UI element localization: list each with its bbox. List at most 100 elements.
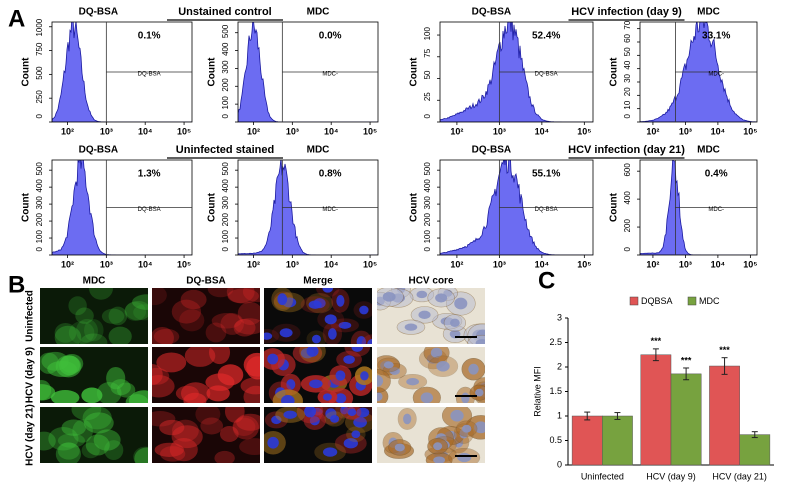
nucleus	[377, 375, 384, 387]
nucleus	[418, 310, 431, 320]
histogram	[52, 22, 192, 122]
error-bar	[652, 348, 659, 362]
cell	[171, 425, 203, 449]
nucleus	[322, 288, 334, 293]
row-label: Uninfected	[25, 290, 36, 342]
panel-label: C	[538, 267, 555, 294]
nucleus	[323, 393, 332, 401]
y-tick-label: 0	[35, 246, 44, 251]
y-tick-label: 25	[423, 92, 432, 101]
cell	[152, 375, 175, 398]
y-axis-label: Relative MFI	[532, 366, 542, 417]
nucleus	[475, 388, 484, 397]
y-tick-label: 3	[557, 312, 562, 322]
micrograph	[264, 288, 372, 344]
x-tick-label: 10²	[646, 126, 659, 136]
cell	[54, 322, 77, 343]
nucleus	[360, 371, 369, 381]
micrograph	[377, 288, 485, 344]
cell	[207, 288, 234, 298]
bar	[640, 354, 672, 466]
y-axis-label: Count	[609, 57, 620, 87]
x-tick-label: HCV (day 21)	[712, 471, 767, 481]
cell	[55, 355, 82, 378]
cell	[124, 302, 147, 321]
cell	[239, 438, 260, 456]
cell	[171, 299, 202, 324]
cell	[232, 417, 256, 436]
cell	[152, 326, 174, 344]
cell	[240, 377, 260, 395]
column-header: DQ-BSA	[186, 276, 225, 287]
nucleus	[454, 297, 468, 310]
y-tick-label: 750	[35, 42, 44, 56]
x-tick-label: 10⁵	[743, 259, 757, 269]
percent-label: 0.8%	[319, 169, 342, 180]
x-tick-label: 10²	[450, 126, 463, 136]
nucleus	[336, 294, 345, 307]
cell	[152, 367, 170, 385]
cell	[152, 288, 167, 306]
error-bar	[721, 357, 728, 375]
cell	[232, 415, 259, 440]
cell	[152, 363, 163, 386]
x-tick-label: 10³	[493, 259, 506, 269]
y-tick-label: 75	[423, 48, 432, 57]
cell	[153, 328, 180, 344]
cell	[68, 321, 95, 344]
cell	[72, 419, 93, 443]
nucleus	[304, 407, 316, 418]
nucleus	[433, 442, 443, 451]
cell	[84, 319, 104, 342]
y-tick-label: 200	[623, 219, 632, 233]
x-tick-label: 10³	[493, 126, 506, 136]
cell	[116, 382, 136, 398]
nucleus	[343, 355, 355, 364]
y-tick-label: 2	[557, 361, 562, 371]
column-header: Merge	[303, 276, 333, 287]
cell	[242, 288, 260, 303]
nucleus	[356, 407, 370, 418]
legend-swatch	[629, 296, 639, 306]
x-tick-label: HCV (day 9)	[646, 471, 696, 481]
x-tick-label: 10³	[679, 259, 692, 269]
cell	[246, 356, 260, 380]
bar	[602, 415, 633, 466]
nucleus	[281, 395, 295, 403]
cell	[159, 419, 185, 436]
nucleus	[309, 416, 320, 426]
x-tick-label: 10³	[679, 126, 692, 136]
group-title: HCV infection (day 9)	[571, 6, 682, 18]
cell	[88, 288, 114, 300]
nucleus	[433, 456, 446, 463]
cell	[61, 419, 86, 436]
nucleus	[450, 409, 464, 422]
nucleus	[309, 379, 323, 389]
cell	[200, 417, 224, 435]
nucleus	[450, 318, 460, 328]
percent-label: 0.1%	[138, 31, 161, 42]
y-tick-label: 200	[221, 78, 230, 92]
cell	[224, 407, 245, 423]
nucleus	[430, 347, 443, 358]
x-tick-label: 10⁵	[577, 126, 591, 136]
cell	[154, 442, 184, 457]
nucleus	[267, 353, 279, 365]
error-bar	[751, 431, 758, 439]
plot-label: MDC	[307, 145, 330, 156]
y-tick-label: 300	[221, 196, 230, 210]
cell	[40, 384, 56, 401]
y-tick-label: 500	[221, 162, 230, 176]
y-tick-label: 500	[35, 162, 44, 176]
nucleus	[436, 361, 450, 372]
y-tick-label: 300	[423, 196, 432, 210]
cell	[40, 431, 56, 451]
nucleus	[351, 430, 361, 439]
y-tick-label: 0	[423, 246, 432, 251]
cell	[133, 446, 148, 463]
nucleus	[420, 392, 434, 403]
gate-label: DQ-BSA	[138, 207, 161, 213]
nucleus	[286, 379, 296, 390]
micrograph	[40, 347, 148, 403]
y-tick-label: 30	[623, 73, 632, 82]
